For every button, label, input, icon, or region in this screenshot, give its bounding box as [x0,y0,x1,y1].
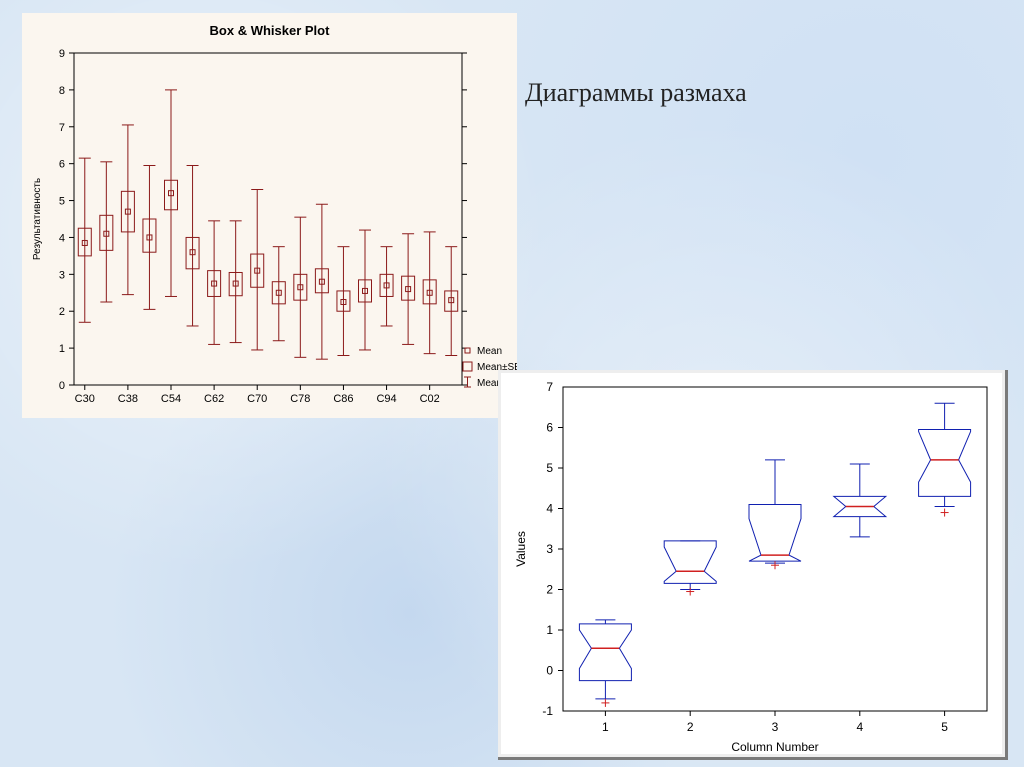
svg-text:9: 9 [59,48,65,60]
svg-text:C78: C78 [290,393,310,405]
svg-text:1: 1 [602,720,609,734]
svg-text:7: 7 [59,122,65,134]
svg-text:0: 0 [546,664,553,678]
svg-text:3: 3 [546,542,553,556]
svg-text:3: 3 [59,269,65,281]
svg-text:2: 2 [687,720,694,734]
svg-text:4: 4 [59,232,65,244]
slide: Диаграммы размаха Box & Whisker Plot 0 1 2 3… [0,0,1024,767]
svg-text:Результативность: Результативность [32,178,43,260]
box-whisker-chart-2: -1 0 1 2 3 4 5 6 7 1 2 3 4 5 Column Number Values [498,370,1008,760]
svg-text:2: 2 [546,583,553,597]
svg-text:C30: C30 [75,393,95,405]
svg-text:4: 4 [856,720,863,734]
svg-text:6: 6 [59,159,65,171]
svg-text:C62: C62 [204,393,224,405]
svg-text:5: 5 [546,461,553,475]
svg-text:-1: -1 [542,704,553,718]
heading: Диаграммы размаха [525,78,747,108]
svg-text:2: 2 [59,306,65,318]
svg-text:C86: C86 [333,393,353,405]
svg-text:1: 1 [546,623,553,637]
svg-text:Values: Values [514,531,528,567]
svg-text:C54: C54 [161,393,181,405]
svg-text:Box & Whisker Plot: Box & Whisker Plot [210,23,331,38]
svg-text:1: 1 [59,343,65,355]
svg-text:Column Number: Column Number [731,740,818,754]
svg-text:4: 4 [546,502,553,516]
svg-text:3: 3 [772,720,779,734]
svg-text:6: 6 [546,421,553,435]
svg-text:5: 5 [941,720,948,734]
svg-text:Mean: Mean [477,346,502,357]
svg-text:7: 7 [546,380,553,394]
box-whisker-chart-1: Box & Whisker Plot 0 1 2 3 4 5 6 7 8 9 C30 C38 C54 C62… [22,13,517,418]
svg-text:8: 8 [59,85,65,97]
svg-text:C70: C70 [247,393,267,405]
svg-text:0: 0 [59,380,65,392]
svg-text:C02: C02 [420,393,440,405]
svg-text:5: 5 [59,196,65,208]
svg-text:C94: C94 [376,393,396,405]
svg-text:C38: C38 [118,393,138,405]
